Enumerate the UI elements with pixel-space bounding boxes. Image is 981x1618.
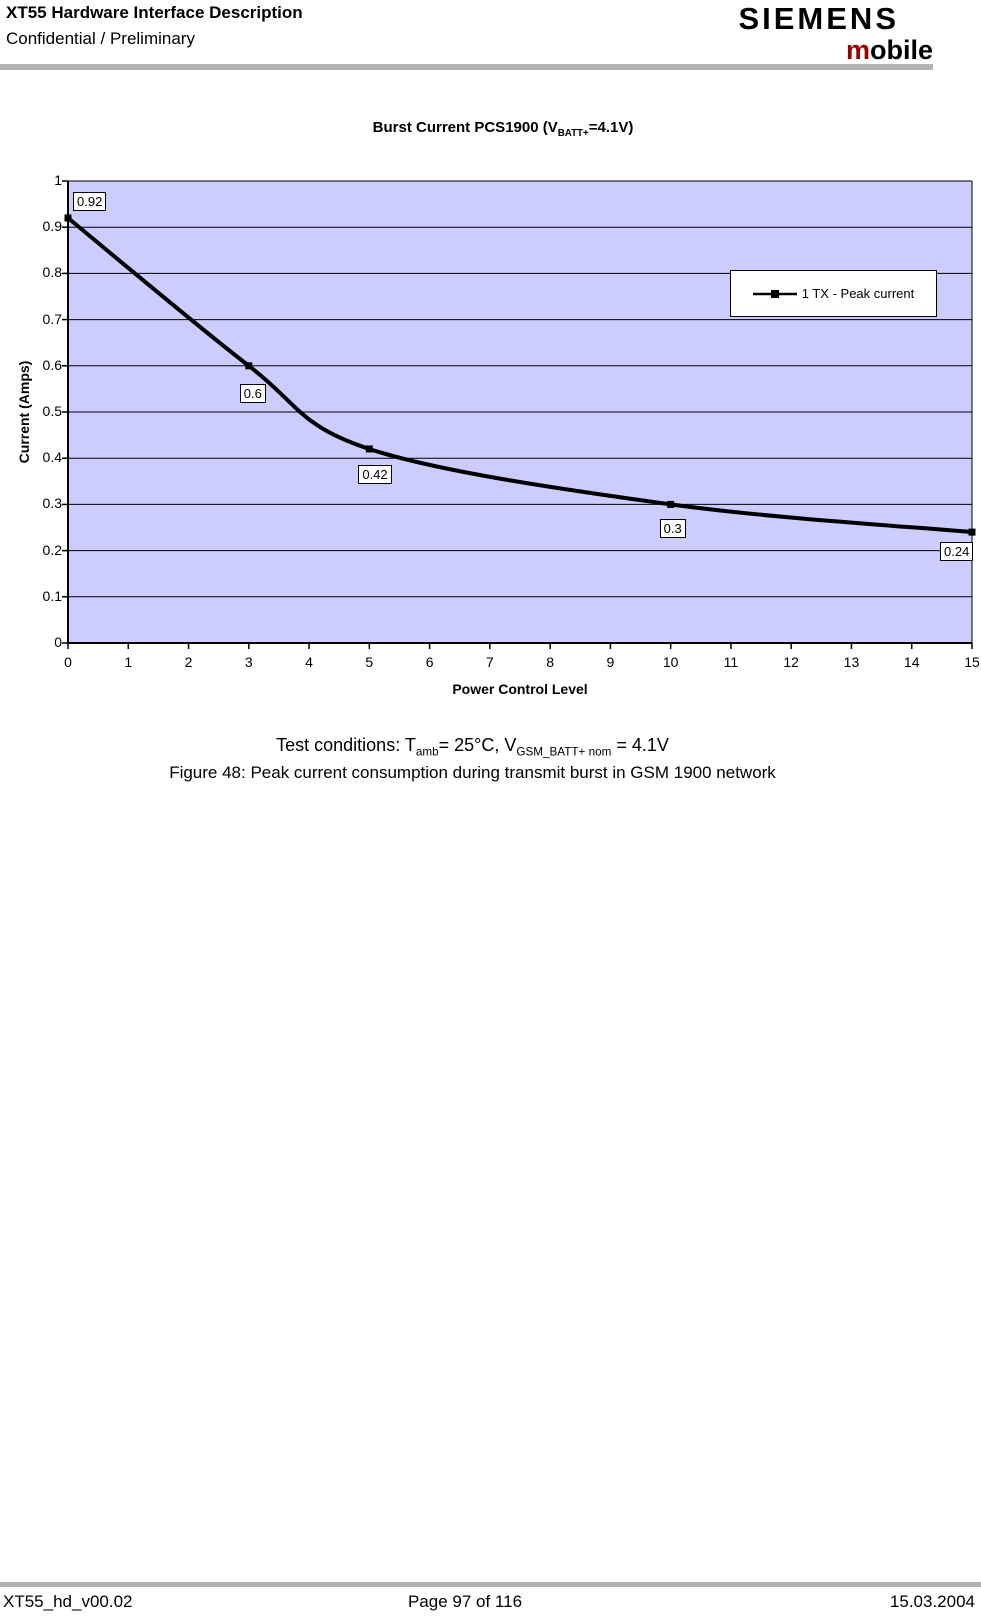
data-point-marker <box>365 445 373 453</box>
siemens-logo-text: SIEMENS <box>738 1 899 36</box>
series-line <box>66 216 974 535</box>
test-conditions: Test conditions: Tamb= 25°C, VGSM_BATT+ … <box>0 735 945 759</box>
y-tick-label: 0.1 <box>42 587 62 604</box>
x-tick-label: 12 <box>783 654 799 670</box>
figure-caption: Figure 48: Peak current consumption duri… <box>169 763 776 782</box>
data-point-label: 0.24 <box>940 542 974 562</box>
chart-legend: 1 TX - Peak current <box>730 270 937 317</box>
x-axis-title: Power Control Level <box>452 681 588 697</box>
data-point-label: 0.3 <box>659 519 686 539</box>
footer-divider <box>0 1582 981 1587</box>
chart-title-subscript: BATT+ <box>557 128 589 139</box>
x-tick-label: 4 <box>305 654 313 670</box>
y-tick-label: 0.4 <box>42 449 62 466</box>
legend-label: 1 TX - Peak current <box>801 286 915 301</box>
footer-doc-version: XT55_hd_v00.02 <box>3 1592 133 1611</box>
footer-date: 15.03.2004 <box>889 1592 975 1611</box>
x-tick-label: 10 <box>662 654 679 670</box>
test-conditions-mid: = 25°C, V <box>438 735 517 755</box>
y-tick-label: 0.3 <box>42 495 62 512</box>
x-tick-label: 2 <box>184 654 193 670</box>
data-point-label: 0.42 <box>358 464 392 484</box>
chart-title-prefix: Burst Current PCS1900 (V <box>372 119 558 136</box>
y-tick-label: 1 <box>54 172 62 188</box>
y-tick-label: 0.5 <box>42 403 62 419</box>
y-tick-label: 0.6 <box>42 356 62 373</box>
y-tick-label: 0.2 <box>42 541 62 558</box>
mobile-logo-m: m <box>845 35 870 65</box>
header-divider <box>0 64 933 70</box>
x-tick-label: 15 <box>964 654 980 670</box>
test-conditions-suffix: = 4.1V <box>611 735 669 755</box>
test-conditions-prefix: Test conditions: T <box>276 735 416 755</box>
chart-title-suffix: =4.1V) <box>588 119 634 136</box>
mobile-logo-text: mobile <box>738 37 933 64</box>
x-tick-label: 8 <box>546 654 555 670</box>
x-tick-label: 3 <box>244 654 253 670</box>
x-tick-label: 1 <box>124 654 133 670</box>
x-tick-label: 6 <box>425 654 434 670</box>
test-conditions-sub1: amb <box>415 745 439 759</box>
mobile-logo-rest: obile <box>869 35 933 65</box>
y-tick-label: 0.9 <box>42 218 62 235</box>
data-point-label: 0.92 <box>73 191 107 211</box>
x-tick-label: 9 <box>606 654 615 670</box>
y-tick-label: 0.8 <box>42 264 62 281</box>
siemens-mobile-logo: SIEMENS mobile <box>738 3 933 64</box>
x-tick-label: 7 <box>485 654 494 670</box>
legend-line-marker-icon <box>752 289 797 298</box>
data-point-marker <box>667 500 675 508</box>
document-subtitle: Confidential / Preliminary <box>6 29 195 48</box>
plot-area <box>62 180 976 649</box>
data-point-marker <box>968 528 976 536</box>
x-tick-label: 11 <box>723 654 739 670</box>
document-title: XT55 Hardware Interface Description <box>6 3 303 22</box>
chart-title: Burst Current PCS1900 (VBATT+=4.1V) <box>20 119 981 139</box>
y-tick-label: 0.7 <box>42 310 62 327</box>
data-point-marker <box>245 362 253 370</box>
data-point-label: 0.6 <box>239 383 266 403</box>
footer-page-number: Page 97 of 116 <box>407 1592 523 1611</box>
y-tick-label: 0 <box>54 634 62 650</box>
x-tick-label: 5 <box>365 654 374 670</box>
x-tick-label: 14 <box>903 654 920 670</box>
x-tick-label: 13 <box>843 654 860 670</box>
data-point-marker <box>64 214 72 222</box>
test-conditions-sub2: GSM_BATT+ nom <box>516 745 612 759</box>
x-tick-label: 0 <box>64 654 72 670</box>
